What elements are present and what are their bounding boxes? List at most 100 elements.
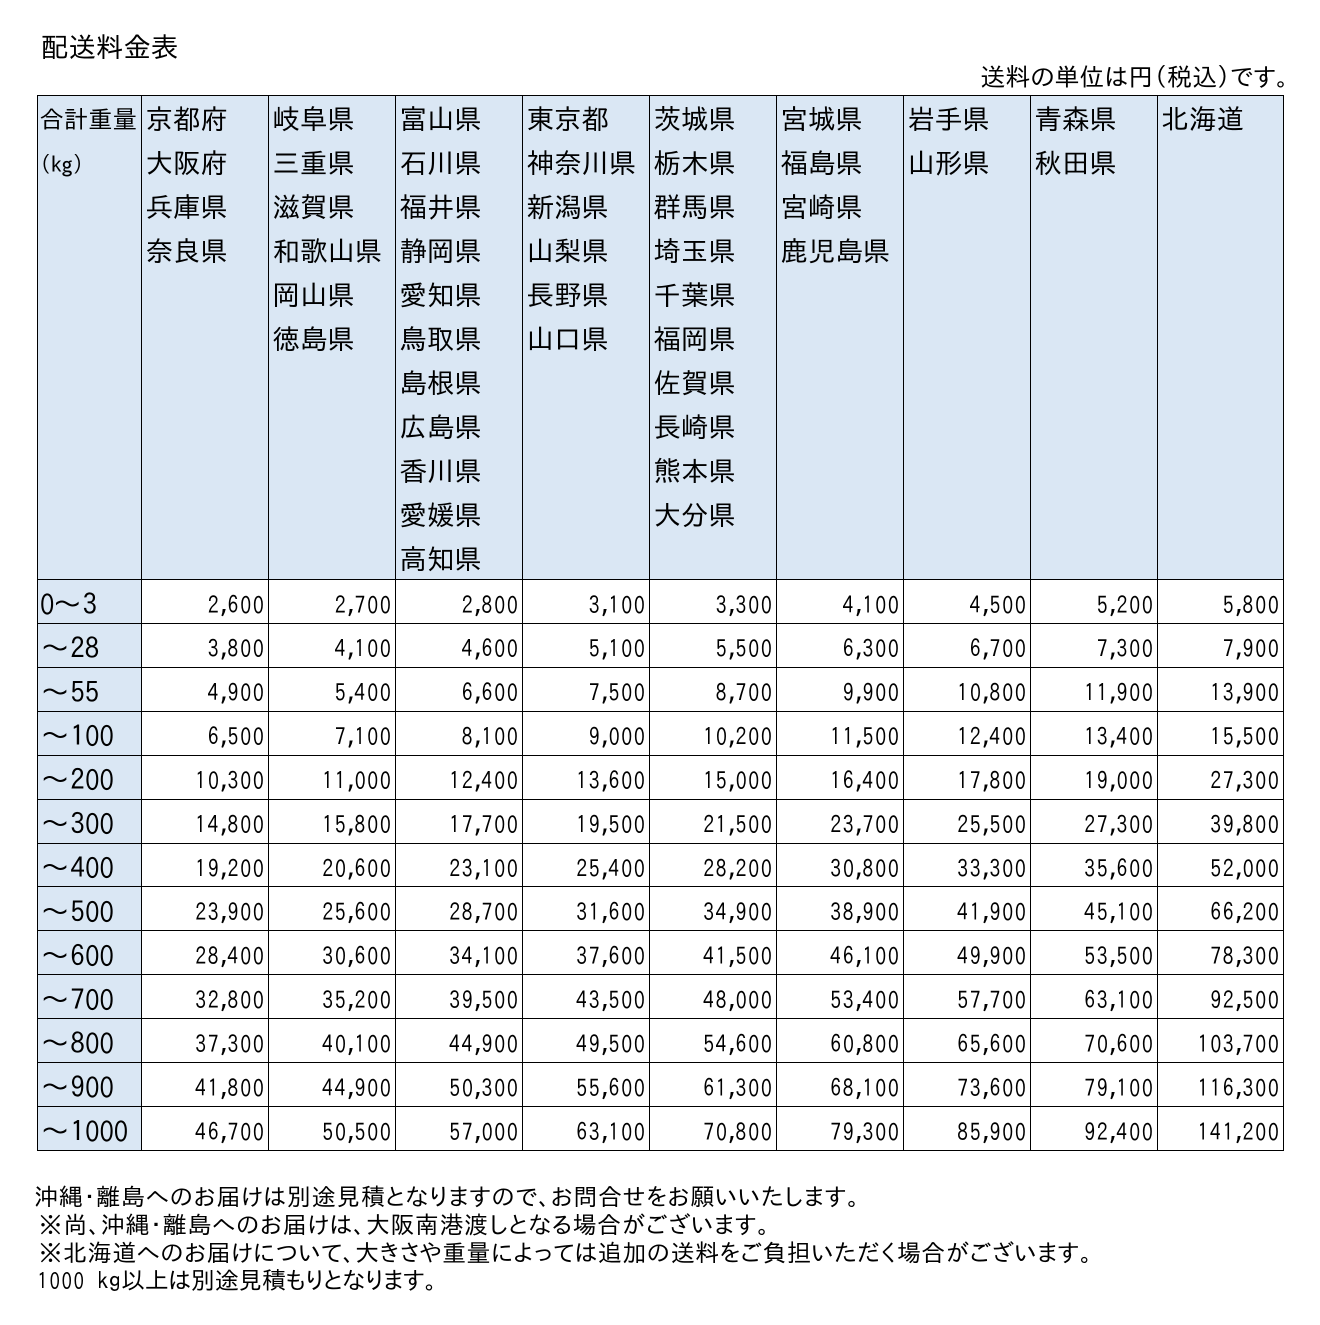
- svg-text:35,200: 35,200: [322, 988, 392, 1013]
- svg-text:4,100: 4,100: [843, 592, 900, 617]
- svg-text:50,500: 50,500: [322, 1119, 392, 1144]
- svg-text:7,100: 7,100: [335, 724, 392, 749]
- svg-text:40,100: 40,100: [322, 1032, 392, 1057]
- svg-text:68,100: 68,100: [830, 1075, 900, 1100]
- svg-text:～1000: ～1000: [42, 1118, 128, 1146]
- svg-text:30,600: 30,600: [322, 944, 392, 969]
- svg-text:3,300: 3,300: [716, 592, 773, 617]
- svg-text:高知県: 高知県: [400, 546, 483, 573]
- svg-text:兵庫県: 兵庫県: [146, 194, 229, 221]
- svg-text:愛知県: 愛知県: [400, 282, 483, 309]
- svg-text:14,800: 14,800: [195, 812, 265, 837]
- svg-text:73,600: 73,600: [957, 1075, 1027, 1100]
- svg-text:15,000: 15,000: [703, 768, 773, 793]
- svg-text:27,300: 27,300: [1210, 768, 1280, 793]
- svg-text:群馬県: 群馬県: [654, 193, 737, 221]
- svg-text:141,200: 141,200: [1197, 1119, 1280, 1144]
- svg-text:4,900: 4,900: [208, 680, 265, 705]
- svg-text:92,500: 92,500: [1210, 988, 1280, 1013]
- svg-text:70,800: 70,800: [703, 1119, 773, 1144]
- svg-text:78,300: 78,300: [1210, 944, 1280, 969]
- svg-text:栃木県: 栃木県: [654, 150, 737, 177]
- svg-text:愛媛県: 愛媛県: [400, 502, 483, 529]
- svg-text:13,900: 13,900: [1210, 680, 1280, 705]
- svg-text:57,000: 57,000: [449, 1119, 519, 1144]
- svg-text:31,600: 31,600: [576, 900, 646, 925]
- svg-text:大阪府: 大阪府: [146, 150, 229, 177]
- svg-text:41,500: 41,500: [703, 944, 773, 969]
- svg-text:～100: ～100: [42, 722, 114, 750]
- svg-text:以上は別途見積もりとなります。: 以上は別途見積もりとなります。: [121, 1268, 436, 1292]
- svg-text:佐賀県: 佐賀県: [654, 369, 737, 397]
- svg-text:配送料金表: 配送料金表: [41, 34, 179, 61]
- svg-text:37,300: 37,300: [195, 1032, 265, 1057]
- svg-text:青森県: 青森県: [1035, 106, 1118, 133]
- svg-text:23,100: 23,100: [449, 856, 519, 881]
- svg-text:46,700: 46,700: [195, 1119, 265, 1144]
- svg-text:55,600: 55,600: [576, 1075, 646, 1100]
- svg-text:和歌山県: 和歌山県: [273, 237, 383, 265]
- svg-text:33,300: 33,300: [957, 856, 1027, 881]
- svg-text:12,400: 12,400: [449, 768, 519, 793]
- svg-text:48,000: 48,000: [703, 988, 773, 1013]
- svg-text:28,200: 28,200: [703, 856, 773, 881]
- svg-text:28,400: 28,400: [195, 944, 265, 969]
- svg-text:長野県: 長野県: [527, 282, 610, 309]
- svg-text:神奈川県: 神奈川県: [527, 150, 637, 177]
- svg-text:11,000: 11,000: [322, 768, 392, 793]
- svg-text:53,500: 53,500: [1084, 944, 1154, 969]
- svg-text:27,300: 27,300: [1084, 812, 1154, 837]
- svg-text:茨城県: 茨城県: [654, 106, 737, 133]
- svg-text:滋賀県: 滋賀県: [273, 193, 356, 221]
- svg-text:3,100: 3,100: [589, 592, 646, 617]
- svg-text:（kg）: （kg）: [39, 153, 84, 176]
- svg-text:20,600: 20,600: [322, 856, 392, 881]
- svg-text:岩手県: 岩手県: [908, 106, 991, 133]
- svg-text:～200: ～200: [42, 766, 114, 794]
- svg-text:19,000: 19,000: [1084, 768, 1154, 793]
- svg-text:10,300: 10,300: [195, 768, 265, 793]
- svg-text:92,400: 92,400: [1084, 1119, 1154, 1144]
- svg-text:53,400: 53,400: [830, 988, 900, 1013]
- svg-text:21,500: 21,500: [703, 812, 773, 837]
- svg-text:長崎県: 長崎県: [654, 414, 737, 441]
- svg-text:49,900: 49,900: [957, 944, 1027, 969]
- svg-text:山形県: 山形県: [908, 150, 991, 177]
- svg-text:2,700: 2,700: [335, 592, 392, 617]
- svg-text:～700: ～700: [42, 986, 114, 1014]
- svg-text:岐阜県: 岐阜県: [273, 106, 356, 133]
- svg-text:116,300: 116,300: [1197, 1075, 1280, 1100]
- svg-text:福岡県: 福岡県: [654, 326, 737, 353]
- svg-text:41,800: 41,800: [195, 1075, 265, 1100]
- svg-text:※尚、沖縄・離島へのお届けは、大阪南港渡しとなる場合がござい: ※尚、沖縄・離島へのお届けは、大阪南港渡しとなる場合がございます。: [39, 1213, 770, 1237]
- svg-text:34,900: 34,900: [703, 900, 773, 925]
- svg-text:秋田県: 秋田県: [1035, 150, 1118, 177]
- svg-text:～55: ～55: [42, 678, 99, 706]
- svg-text:～800: ～800: [42, 1030, 114, 1058]
- svg-text:85,900: 85,900: [957, 1119, 1027, 1144]
- svg-text:11,500: 11,500: [830, 724, 900, 749]
- svg-text:9,900: 9,900: [843, 680, 900, 705]
- svg-text:7,300: 7,300: [1097, 636, 1154, 661]
- svg-text:4,500: 4,500: [970, 592, 1027, 617]
- svg-text:11,900: 11,900: [1084, 680, 1154, 705]
- svg-text:宮崎県: 宮崎県: [781, 194, 864, 221]
- svg-text:70,600: 70,600: [1084, 1032, 1154, 1057]
- svg-text:0～3: 0～3: [40, 591, 97, 619]
- svg-text:39,500: 39,500: [449, 988, 519, 1013]
- svg-text:15,800: 15,800: [322, 812, 392, 837]
- svg-text:1000 kg: 1000 kg: [37, 1268, 121, 1292]
- svg-text:6,600: 6,600: [462, 680, 519, 705]
- svg-text:5,200: 5,200: [1097, 592, 1154, 617]
- svg-text:34,100: 34,100: [449, 944, 519, 969]
- svg-text:17,800: 17,800: [957, 768, 1027, 793]
- svg-text:65,600: 65,600: [957, 1032, 1027, 1057]
- svg-text:富山県: 富山県: [400, 106, 483, 133]
- svg-text:19,500: 19,500: [576, 812, 646, 837]
- svg-text:61,300: 61,300: [703, 1075, 773, 1100]
- svg-text:10,800: 10,800: [957, 680, 1027, 705]
- svg-text:44,900: 44,900: [322, 1075, 392, 1100]
- svg-text:鳥取県: 鳥取県: [400, 326, 483, 353]
- svg-text:30,800: 30,800: [830, 856, 900, 881]
- svg-text:12,400: 12,400: [957, 724, 1027, 749]
